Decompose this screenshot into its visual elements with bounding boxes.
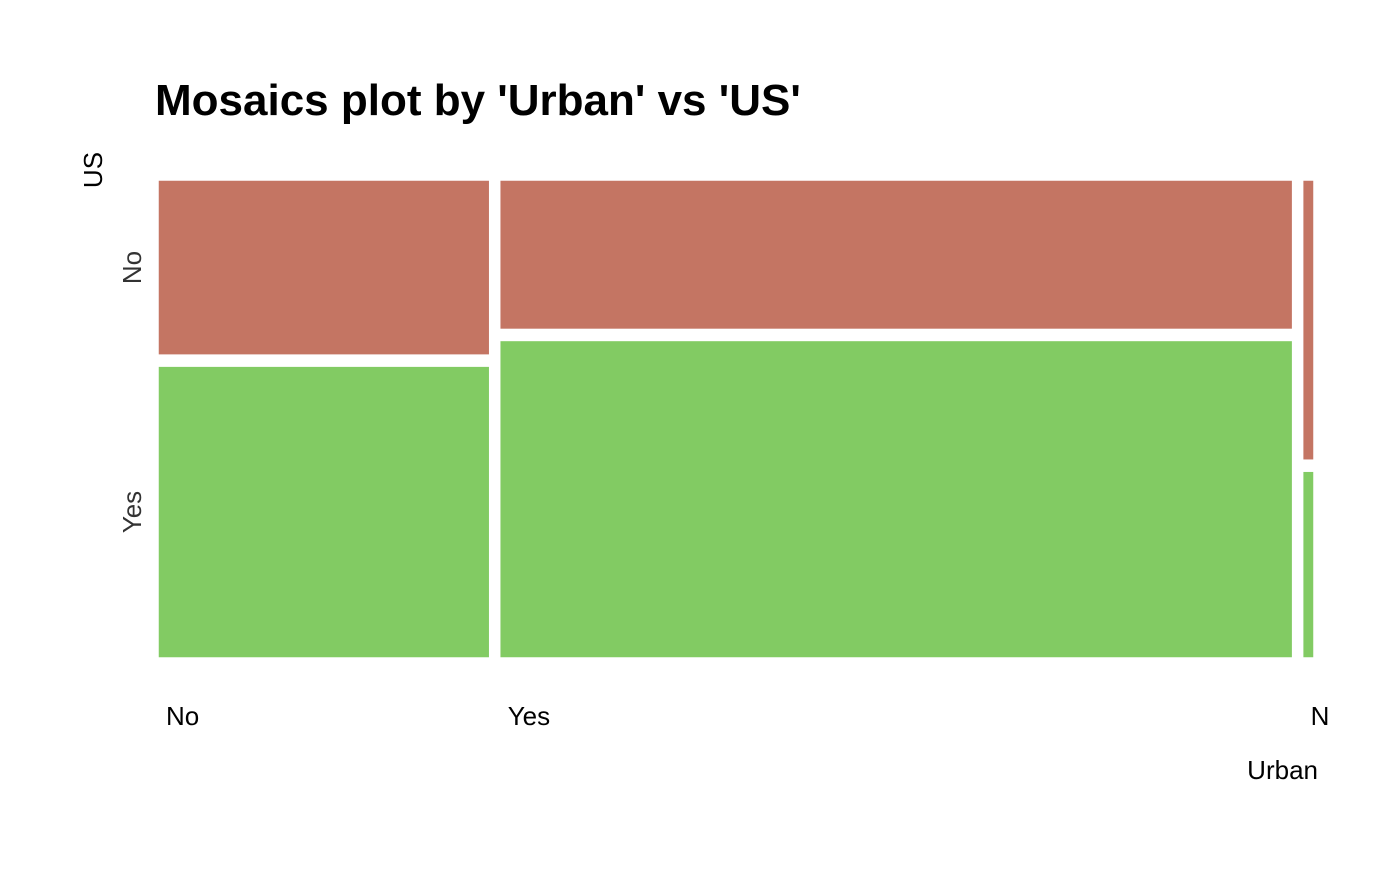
tile-urban-yes-us-yes (498, 339, 1294, 659)
y-tick-label-yes: Yes (117, 491, 147, 533)
x-tick-label-na: N (1311, 701, 1330, 731)
tile-urban-no-us-no (157, 179, 491, 356)
y-tick-labels: No Yes (117, 251, 147, 533)
x-tick-labels: No Yes N (166, 701, 1329, 731)
tile-urban-na-us-no (1301, 179, 1315, 461)
chart-title: Mosaics plot by 'Urban' vs 'US' (155, 76, 801, 125)
x-tick-label-no: No (166, 701, 199, 731)
mosaic-tiles (157, 179, 1315, 659)
tile-urban-yes-us-no (498, 179, 1294, 331)
x-tick-label-yes: Yes (508, 701, 550, 731)
tile-urban-na-us-yes (1301, 470, 1315, 659)
tile-urban-no-us-yes (157, 365, 491, 659)
x-axis-title: Urban (1247, 755, 1318, 785)
y-axis-title: US (78, 152, 108, 188)
y-tick-label-no: No (117, 251, 147, 284)
